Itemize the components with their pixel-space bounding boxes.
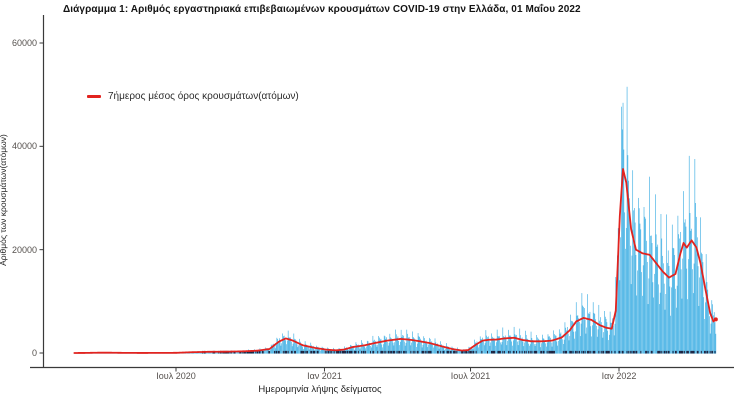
x-tick-label: Ιουλ 2020: [156, 371, 196, 381]
daily-bars-layer: [74, 86, 717, 354]
end-marker-dot: [713, 317, 718, 322]
axes-lines: [30, 15, 734, 372]
legend: 7ήμερος μέσος όρος κρουσμάτων(ατόμων): [87, 91, 299, 102]
x-axis-title: Ημερομηνία λήψης δείγματος: [258, 384, 382, 395]
avg-line: [73, 168, 717, 354]
legend-label: 7ήμερος μέσος όρος κρουσμάτων(ατόμων): [108, 91, 299, 102]
y-tick-label: 40000: [11, 141, 37, 152]
legend-line-swatch: [87, 95, 101, 98]
x-tick-label: Ιαν 2021: [307, 371, 342, 381]
x-tick-label: Ιουλ 2021: [450, 371, 491, 381]
y-tick-label: 60000: [11, 38, 37, 48]
x-tick-label: Ιαν 2022: [601, 371, 637, 381]
y-tick-label: 20000: [11, 244, 37, 255]
y-tick-label: 0: [31, 348, 37, 358]
y-axis-title: Αριθμός των κρουσμάτων(ατόμων): [0, 134, 8, 266]
chart-title: Διάγραμμα 1: Αριθμός εργαστηριακά επιβεβ…: [63, 4, 581, 15]
